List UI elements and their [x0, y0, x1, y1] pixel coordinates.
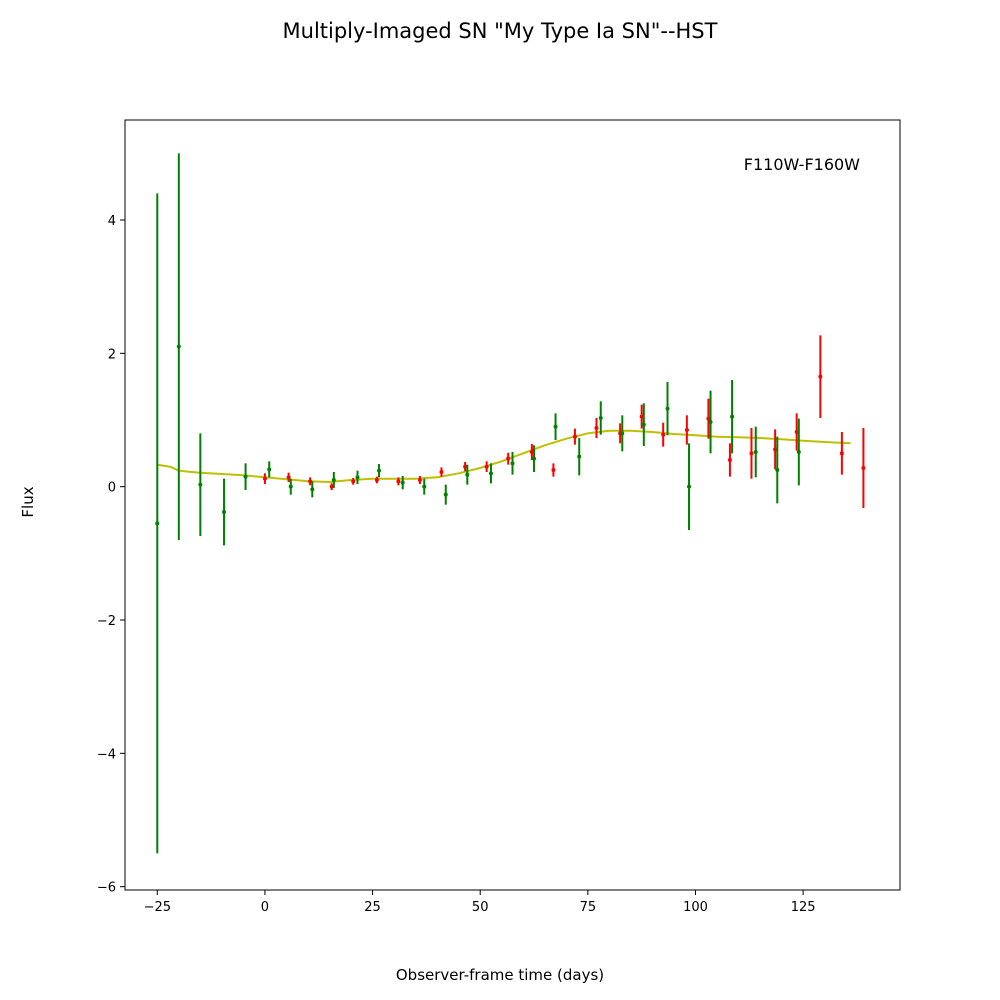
data-point: [532, 456, 537, 461]
data-point: [488, 471, 493, 476]
data-point: [329, 484, 334, 489]
data-point: [529, 450, 534, 454]
data-point: [794, 430, 799, 434]
data-point: [572, 434, 577, 439]
y-tick-label: 2: [108, 347, 116, 362]
data-point: [620, 431, 625, 436]
data-point: [267, 467, 272, 472]
series-line-model: [157, 429, 851, 484]
data-point: [551, 468, 556, 472]
data-point: [708, 420, 713, 424]
x-tick-label: 75: [580, 900, 597, 915]
data-point: [665, 406, 670, 411]
y-tick-label: −4: [97, 747, 116, 762]
x-tick-label: 100: [683, 900, 708, 915]
data-point: [775, 468, 780, 472]
y-axis-label: Flux: [19, 486, 37, 517]
plot-area: −25 0 25 50 75 100 125 −6 −4 −2 0 2 4: [97, 119, 901, 915]
series-f110w: [262, 335, 866, 508]
series-f160w: [155, 153, 801, 854]
data-point: [818, 374, 823, 379]
data-point: [684, 428, 689, 432]
data-point: [176, 344, 181, 349]
data-point: [773, 447, 778, 452]
data-point: [422, 484, 427, 489]
data-point: [443, 492, 448, 497]
x-tick-label: 125: [791, 900, 816, 915]
filter-annotation: F110W-F160W: [744, 155, 860, 174]
data-point: [374, 478, 379, 482]
data-point: [730, 414, 735, 419]
data-point: [577, 454, 582, 459]
data-point: [484, 464, 489, 469]
series-layer: [155, 153, 866, 854]
x-axis-ticks: −25 0 25 50 75 100 125: [144, 890, 816, 915]
data-point: [286, 475, 291, 480]
data-point: [465, 472, 470, 477]
data-point: [396, 479, 401, 484]
data-point: [598, 416, 603, 420]
y-tick-label: 0: [108, 481, 116, 496]
data-point: [639, 414, 644, 419]
chart-title: Multiply-Imaged SN "My Type Ia SN"--HST: [283, 19, 718, 43]
y-tick-label: 4: [108, 214, 116, 229]
data-point: [506, 456, 511, 461]
plot-frame: [124, 119, 901, 891]
data-point: [262, 476, 267, 481]
data-point: [753, 450, 758, 454]
data-point: [553, 424, 558, 429]
data-point: [439, 470, 444, 474]
data-point: [641, 422, 646, 427]
data-point: [351, 479, 356, 484]
data-point: [308, 479, 313, 484]
data-point: [687, 484, 692, 489]
data-point: [749, 451, 754, 456]
data-point: [288, 484, 293, 489]
data-point: [155, 521, 160, 526]
model-layer: [157, 429, 851, 484]
data-point: [400, 480, 405, 485]
data-point: [198, 482, 203, 487]
y-axis-ticks: −6 −4 −2 0 2 4: [97, 214, 125, 896]
data-point: [463, 464, 468, 469]
x-tick-label: 25: [364, 900, 381, 915]
data-point: [417, 478, 422, 482]
data-point: [377, 468, 382, 473]
data-point: [594, 426, 599, 430]
data-point: [355, 475, 360, 480]
data-point: [839, 451, 844, 456]
x-tick-label: −25: [144, 900, 171, 915]
data-point: [796, 450, 801, 454]
data-point: [727, 458, 732, 462]
x-tick-label: 0: [261, 900, 269, 915]
data-point: [510, 461, 515, 466]
data-point: [861, 466, 866, 470]
data-point: [222, 510, 227, 514]
data-point: [661, 432, 666, 437]
data-point: [331, 478, 336, 482]
data-point: [706, 416, 711, 421]
x-tick-label: 50: [472, 900, 489, 915]
x-axis-label: Observer-frame time (days): [396, 966, 604, 984]
data-point: [310, 487, 315, 492]
data-point: [243, 474, 248, 479]
y-tick-label: −6: [97, 881, 116, 896]
y-tick-label: −2: [97, 614, 116, 629]
